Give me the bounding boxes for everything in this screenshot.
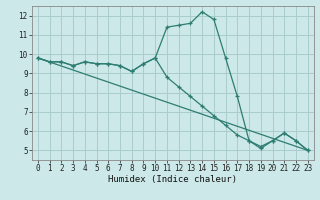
- X-axis label: Humidex (Indice chaleur): Humidex (Indice chaleur): [108, 175, 237, 184]
